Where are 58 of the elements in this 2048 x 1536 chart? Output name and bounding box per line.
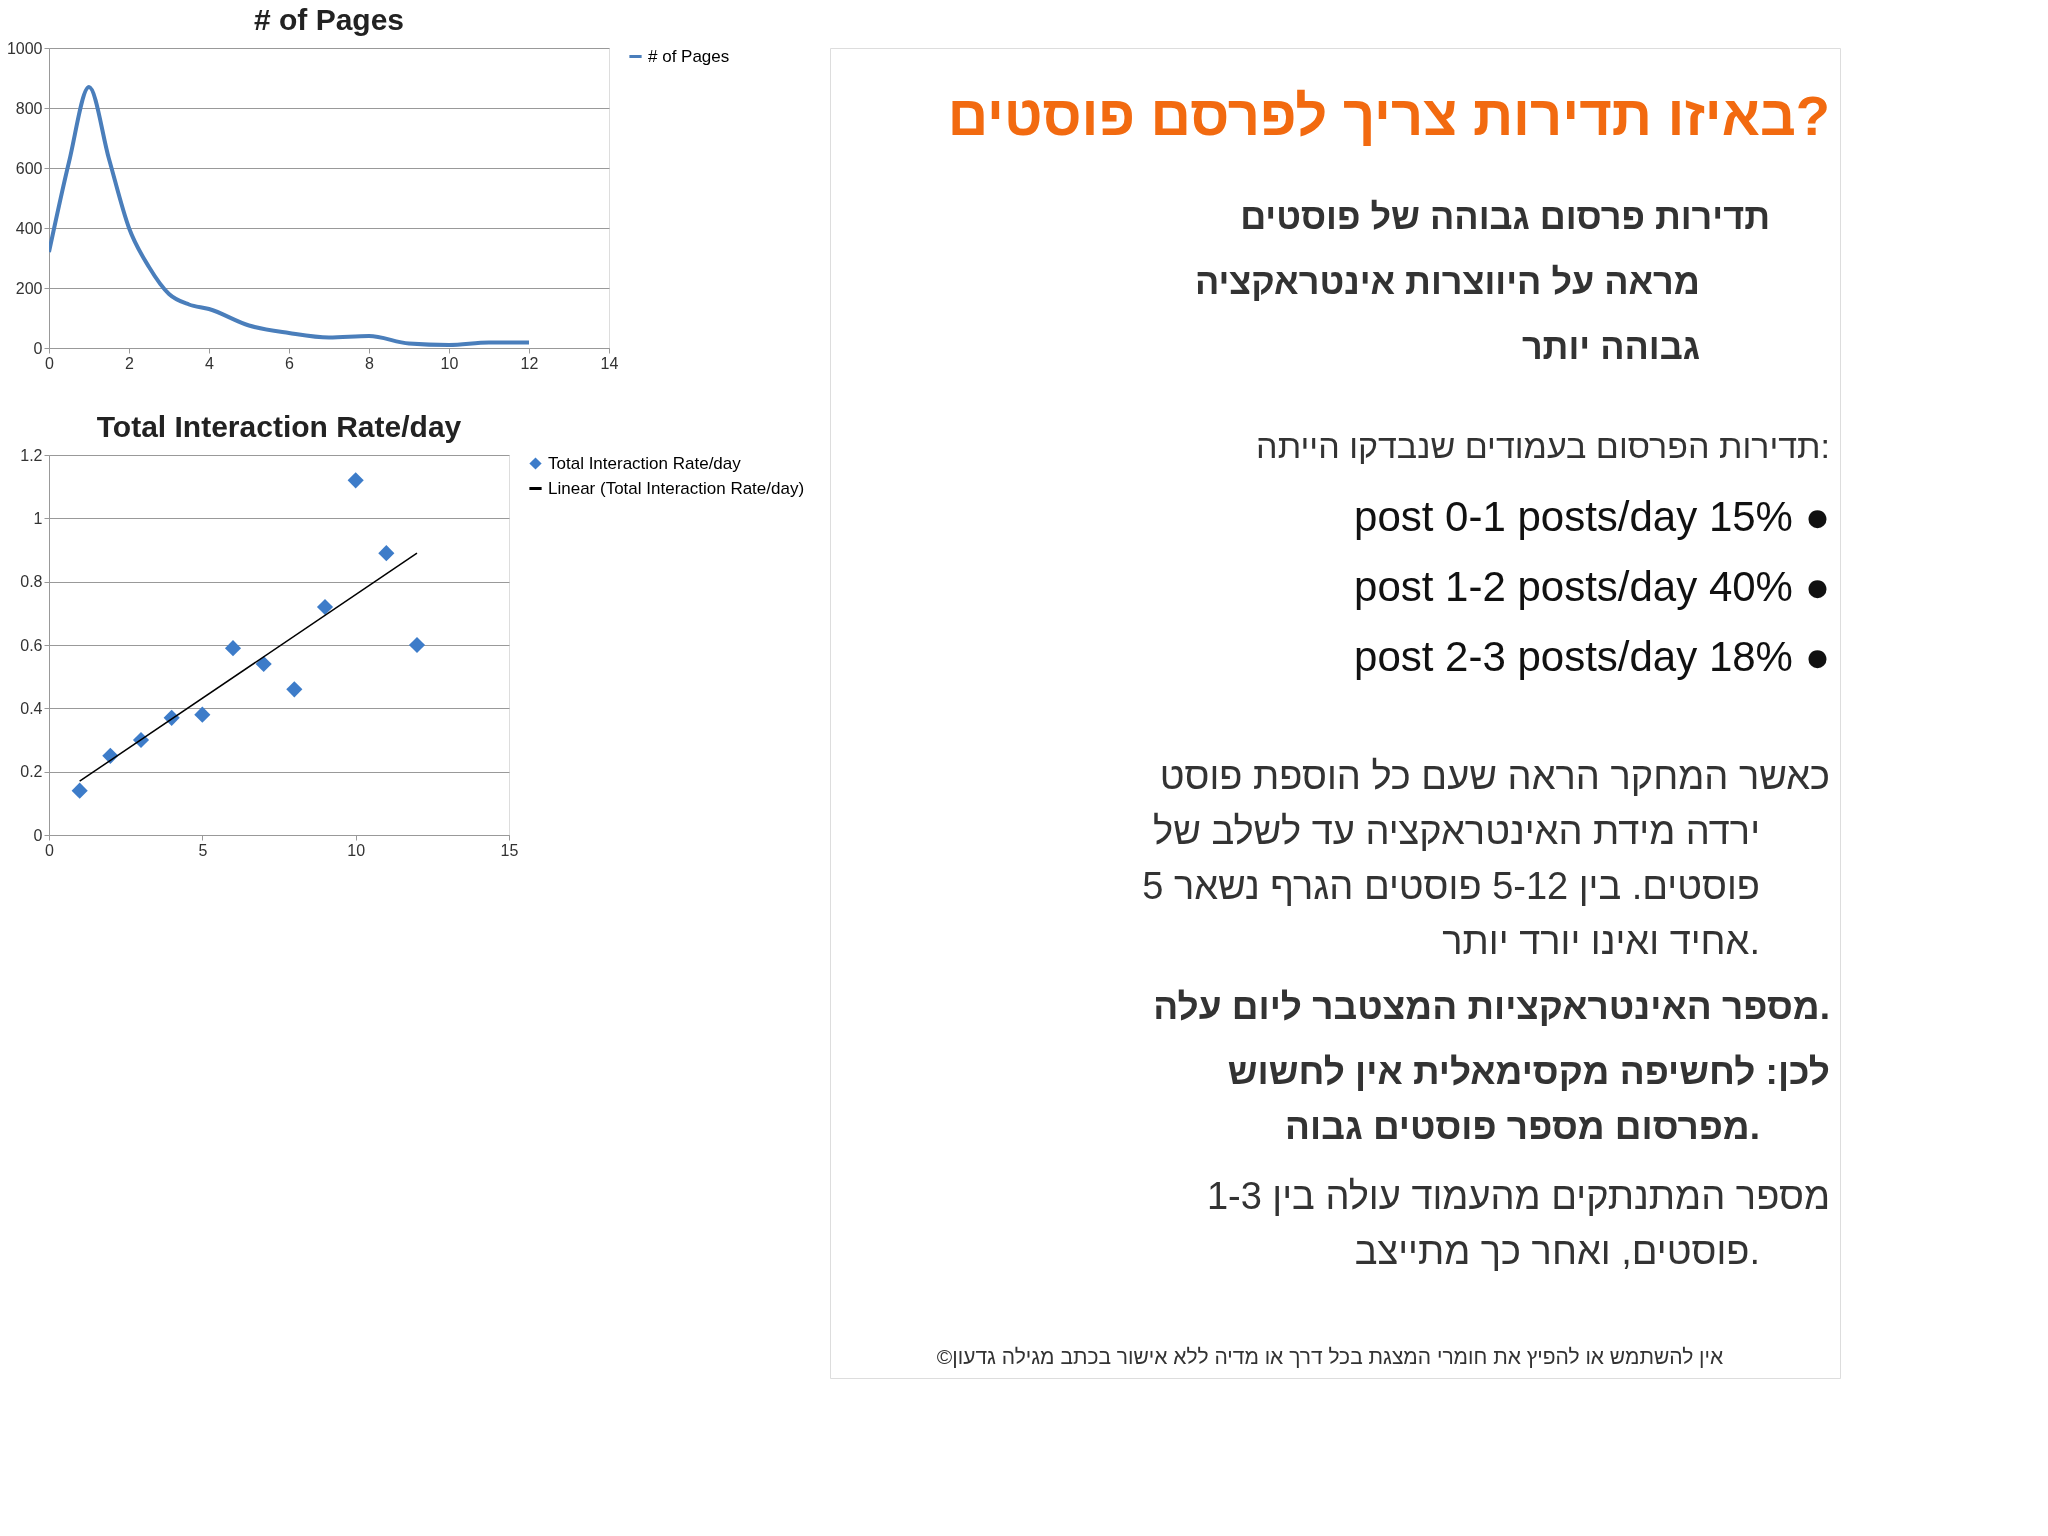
point <box>194 706 211 723</box>
point <box>71 782 88 799</box>
y-tick-label: 0 <box>33 826 43 844</box>
text: פוסטים, ואחר כך מתייצב. <box>1354 1230 1760 1272</box>
point <box>316 598 334 616</box>
text: לכן: לחשיפה מקסימאלית אין לחשוש <box>1227 1051 1830 1092</box>
x-tick-label: 0 <box>45 841 55 859</box>
text: 5 פוסטים. בין 5-12 פוסטים הגרף נשאר <box>1142 865 1760 907</box>
text: תדירות הפרסום בעמודים שנבדקו הייתה: <box>1256 427 1830 465</box>
text: כאשר המחקר הראה שעם כל הוספת פוסט <box>1159 755 1830 797</box>
text: ©אין להשתמש או להפיץ את חומרי המצגת בכל דרך או מדיה ללא אישור בכתב מגילה גדעון <box>936 1345 1724 1368</box>
text: מספר המתנתקים מהעמוד עולה בין 1-3 <box>1206 1175 1830 1217</box>
point <box>286 681 303 698</box>
text: ירדה מידת האינטראקציה עד לשלב של <box>1153 810 1760 852</box>
legend-label: Linear (Total Interaction Rate/day) <box>548 478 805 498</box>
y-tick-label: 800 <box>15 99 43 117</box>
text: מראה על היווצרות אינטראקציה <box>1194 261 1700 302</box>
text: אחיד ואינו יורד יותר. <box>1442 920 1760 962</box>
y-tick-label: 0.6 <box>20 636 43 654</box>
chart-title: Total Interaction Rate/day <box>96 410 462 443</box>
x-tick-label: 5 <box>198 841 208 859</box>
text: post 2-3 posts/day 18% ● <box>1354 633 1830 680</box>
point <box>408 636 426 654</box>
text: באיזו תדירות צריך לפרסם פוסטים? <box>947 84 1830 147</box>
x-tick-label: 2 <box>125 354 135 372</box>
x-tick-label: 6 <box>285 354 295 372</box>
chart-title: # of Pages <box>253 3 405 36</box>
legend-label: Total Interaction Rate/day <box>548 453 742 473</box>
y-tick-label: 0 <box>33 339 43 357</box>
x-tick-label: 12 <box>520 354 539 372</box>
x-tick-label: 15 <box>500 841 519 859</box>
text: תדירות פרסום גבוהה של פוסטים <box>1240 196 1770 237</box>
y-tick-label: 1000 <box>6 39 43 57</box>
text: post 0-1 posts/day 15% ● <box>1354 493 1830 540</box>
y-tick-label: 400 <box>15 219 43 237</box>
x-tick-label: 8 <box>365 354 375 372</box>
x-tick-label: 0 <box>45 354 55 372</box>
point <box>255 655 272 673</box>
legend-label: # of Pages <box>648 46 730 66</box>
x-tick-label: 10 <box>347 841 366 859</box>
text: מפרסום מספר פוסטים גבוה. <box>1285 1106 1760 1147</box>
text: גבוהה יותר <box>1521 326 1700 367</box>
y-tick-label: 200 <box>15 279 43 297</box>
point <box>378 545 395 562</box>
y-tick-label: 0.8 <box>20 573 43 591</box>
point <box>347 472 364 489</box>
y-tick-label: 1 <box>33 509 43 527</box>
text: מספר האינטראקציות המצטבר ליום עלה. <box>1153 986 1830 1027</box>
x-tick-label: 4 <box>205 354 215 372</box>
x-tick-label: 14 <box>600 354 619 372</box>
y-tick-label: 0.4 <box>20 699 43 717</box>
text: post 1-2 posts/day 40% ● <box>1354 563 1830 610</box>
x-tick-label: 10 <box>440 354 459 372</box>
point <box>224 640 242 657</box>
y-tick-label: 0.2 <box>20 763 43 781</box>
y-tick-label: 600 <box>15 159 43 177</box>
line-series <box>49 85 531 347</box>
y-tick-label: 1.2 <box>20 446 43 464</box>
